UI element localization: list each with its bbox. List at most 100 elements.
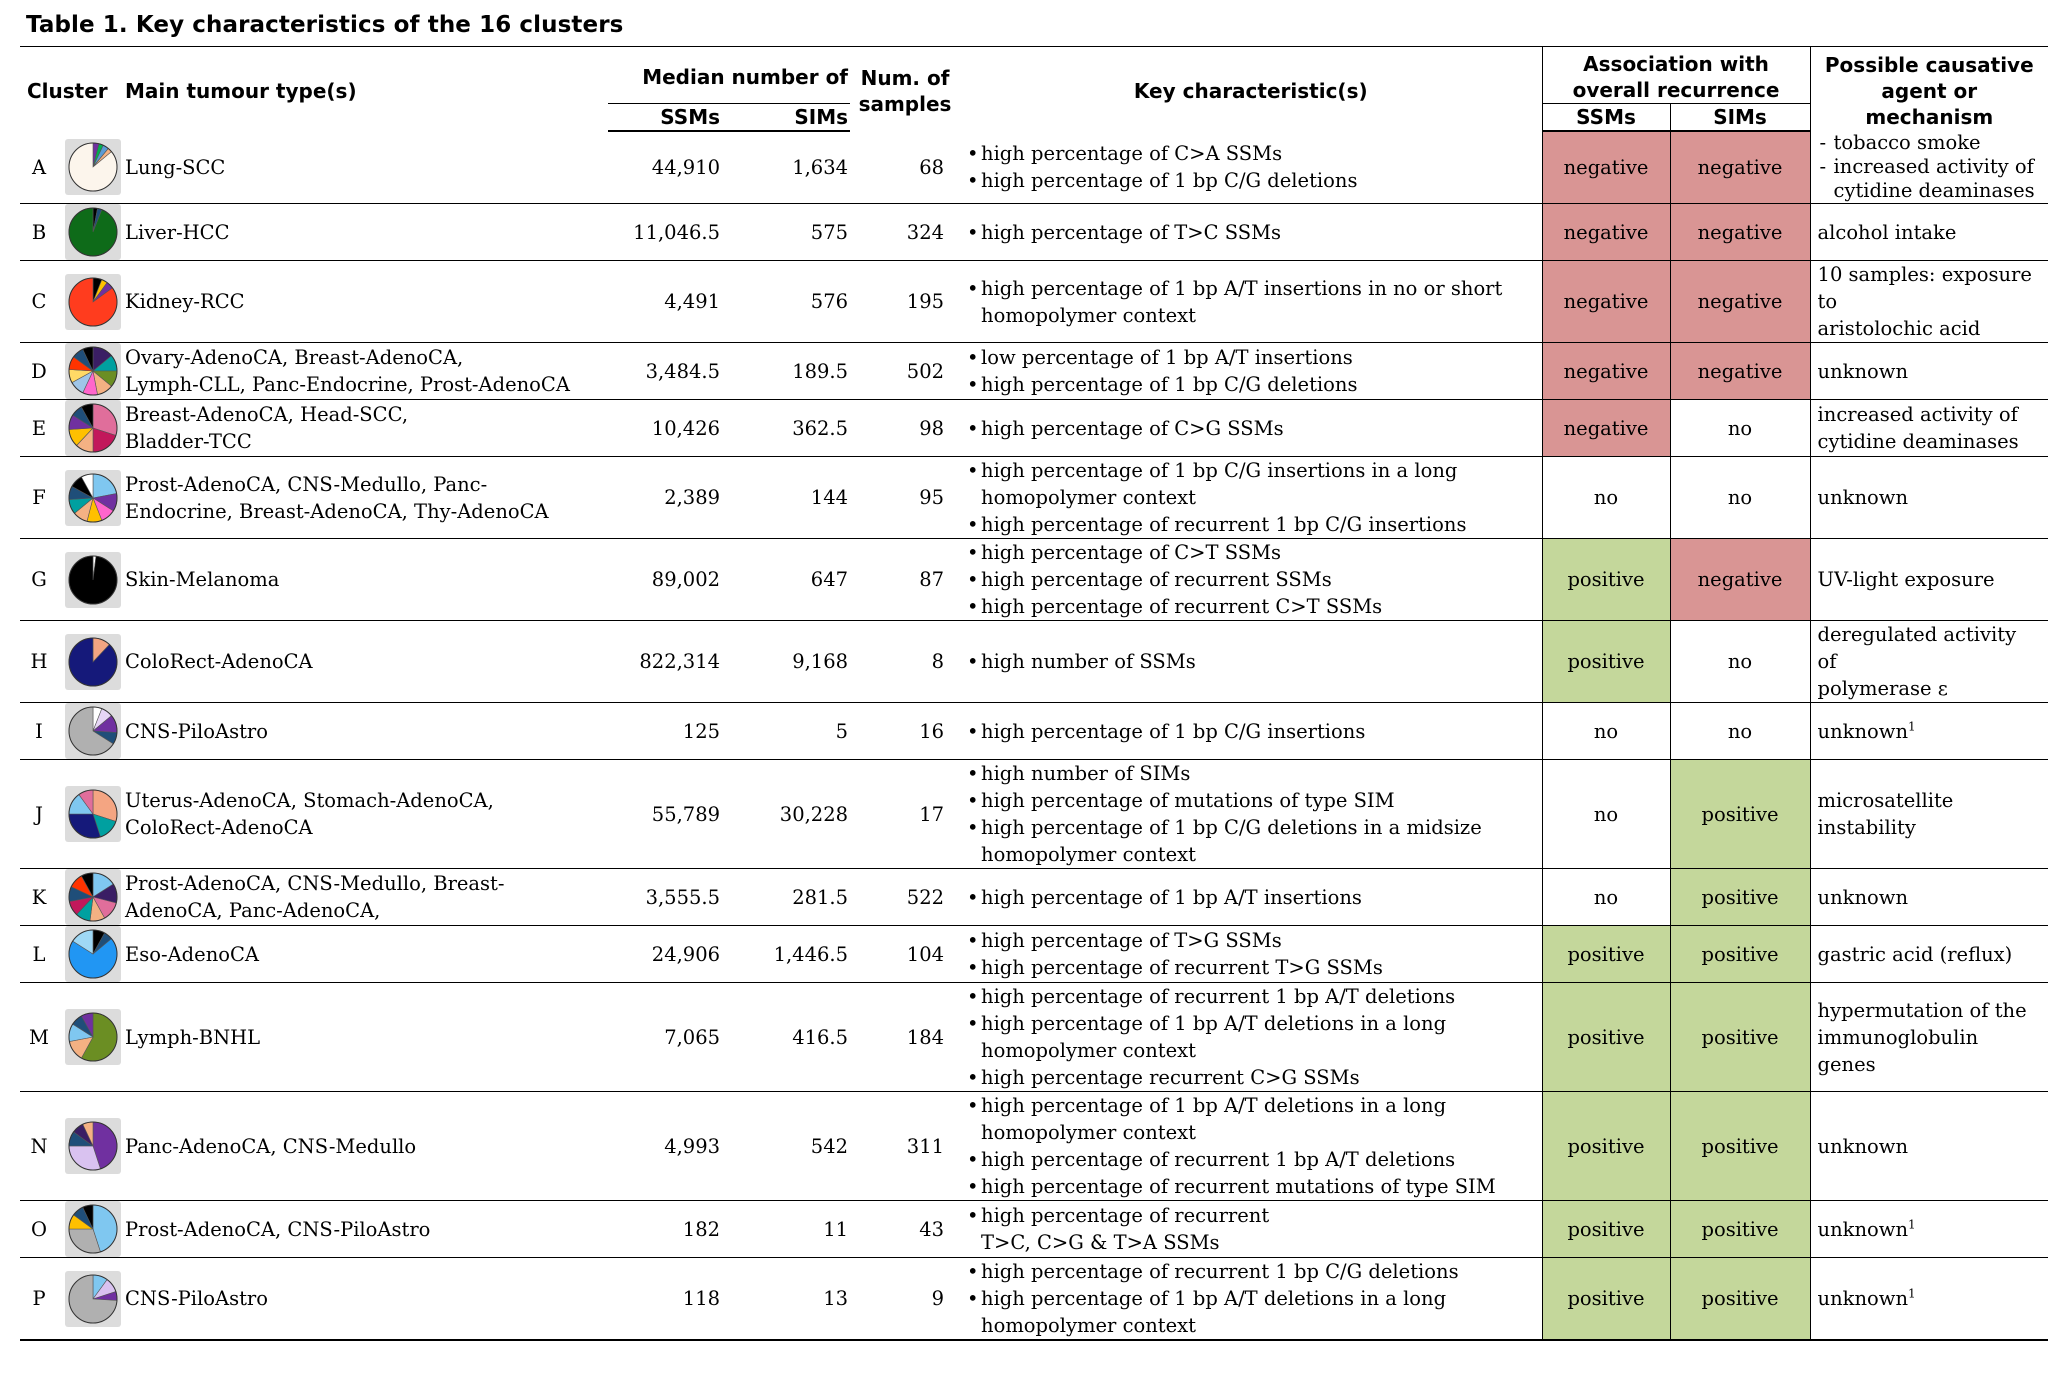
causative-agent: microsatellite instability (1809, 759, 2049, 869)
tumour-line: ColoRect-AdenoCA (125, 816, 313, 839)
cluster-pie-cell (58, 131, 121, 204)
tumour-line: Prost-AdenoCA, CNS-Medullo, Panc- (125, 472, 488, 496)
tumour-line: Skin-Melanoma (125, 568, 280, 591)
tumour-types: Panc-AdenoCA, CNS-Medullo (118, 1091, 609, 1201)
cluster-label: K (20, 868, 58, 926)
header-assoc-sims: SIMs (1669, 103, 1811, 132)
median-ssms: 44,910 (608, 131, 731, 204)
cluster-label: G (20, 538, 58, 621)
causative-agent: unknown1 (1809, 702, 2049, 760)
table-caption: Table 1. Key characteristics of the 16 c… (26, 12, 624, 38)
characteristic-item: high percentage of 1 bp C/G deletions in… (967, 814, 1535, 868)
pie-thumbnail (65, 551, 121, 608)
pie-outline (68, 929, 118, 979)
num-samples: 9 (850, 1257, 961, 1341)
pie-chart (68, 555, 118, 604)
association-cell: positive (1669, 868, 1811, 926)
pie-thumbnail (65, 204, 121, 260)
num-samples: 95 (850, 456, 961, 539)
pie-thumbnail (65, 1118, 121, 1174)
num-samples: 324 (850, 203, 961, 261)
agent-line: unknown1 (1817, 1286, 1916, 1310)
cluster-label: N (20, 1091, 58, 1201)
table-row: J Uterus-AdenoCA, Stomach-AdenoCA, ColoRec… (20, 759, 2049, 869)
cluster-label: A (20, 131, 58, 204)
cluster-pie-cell (58, 1257, 121, 1341)
cluster-pie-cell (58, 1200, 121, 1258)
num-samples: 104 (850, 925, 961, 983)
pie-chart (68, 789, 118, 839)
association-cell: negative (1541, 260, 1671, 343)
tumour-types: Breast-AdenoCA, Head-SCC, Bladder-TCC (118, 399, 609, 457)
header-median: Median number of (608, 46, 851, 104)
association-cell: positive (1541, 538, 1671, 621)
cluster-pie-cell (58, 538, 121, 621)
pie-chart (68, 403, 118, 453)
median-ssms: 89,002 (608, 538, 731, 621)
table-row: E Breast-AdenoCA, Head-SCC, Bladder-TCC 10,… (20, 399, 2049, 457)
causative-agent: UV-light exposure (1809, 538, 2049, 621)
median-ssms: 3,555.5 (608, 868, 731, 926)
table-row: P CNS-PiloAstro 118139high percentage of r… (20, 1257, 2049, 1341)
pie-thumbnail (65, 139, 121, 195)
agent-line: gastric acid (reflux) (1817, 942, 2013, 966)
tumour-types: Ovary-AdenoCA, Breast-AdenoCA, Lymph-CLL,… (118, 342, 609, 400)
cluster-pie-cell (58, 1091, 121, 1201)
cluster-label: F (20, 456, 58, 539)
key-characteristics: high percentage of 1 bp A/T insertions i… (960, 260, 1543, 343)
cluster-pie-cell (58, 702, 121, 760)
characteristic-item: high percentage of recurrent T>C, C>G & T… (967, 1202, 1535, 1256)
tumour-line: Endocrine, Breast-AdenoCA, Thy-AdenoCA (125, 499, 549, 523)
cluster-label: L (20, 925, 58, 983)
causative-agent: unknown1 (1809, 1200, 2049, 1258)
association-cell: no (1669, 399, 1811, 457)
association-cell: negative (1669, 260, 1811, 343)
agent-line: cytidine deaminases (1817, 430, 2019, 453)
cluster-pie-cell (58, 399, 121, 457)
association-cell: positive (1541, 1200, 1671, 1258)
pie-chart (68, 929, 118, 979)
cluster-pie-cell (58, 982, 121, 1092)
median-sims: 11 (730, 1200, 851, 1258)
footnote-marker: 1 (1908, 719, 1916, 733)
table-row: K Prost-AdenoCA, CNS-Medullo, Breast- Aden… (20, 868, 2049, 926)
characteristic-item: high percentage of 1 bp C/G insertions (967, 718, 1535, 745)
causative-agent: gastric acid (reflux) (1809, 925, 2049, 983)
characteristic-item: high percentage recurrent C>G SSMs (967, 1064, 1535, 1091)
characteristic-item: high percentage of 1 bp A/T insertions (967, 884, 1535, 911)
causative-agent: unknown (1809, 456, 2049, 539)
key-characteristics: high number of SIMshigh percentage of mu… (960, 759, 1543, 869)
header-association: Association with overall recurrence (1541, 46, 1811, 104)
pie-outline (68, 403, 118, 453)
num-samples: 17 (850, 759, 961, 869)
num-samples: 87 (850, 538, 961, 621)
pie-thumbnail (65, 1201, 121, 1257)
cluster-pie-cell (58, 260, 121, 343)
pie-outline (68, 277, 118, 326)
median-ssms: 4,491 (608, 260, 731, 343)
characteristic-item: high number of SSMs (967, 648, 1535, 675)
tumour-line: Liver-HCC (125, 220, 230, 244)
median-sims: 647 (730, 538, 851, 621)
characteristic-text: high percentage of recurrent (981, 1204, 1270, 1227)
association-cell: no (1669, 620, 1811, 703)
median-sims: 189.5 (730, 342, 851, 400)
key-characteristics: high percentage of 1 bp A/T deletions in… (960, 1091, 1543, 1201)
agent-line: unknown (1817, 1134, 1909, 1158)
header-samples: Num. of samples (858, 66, 952, 116)
key-characteristics: high percentage of C>T SSMshigh percenta… (960, 538, 1543, 621)
pie-outline (68, 555, 118, 604)
agent-line: immunoglobulin genes (1817, 1025, 1979, 1076)
tumour-types: Liver-HCC (118, 203, 609, 261)
association-cell: negative (1669, 538, 1811, 621)
pie-outline (68, 637, 118, 686)
pie-thumbnail (65, 926, 121, 982)
pie-outline (68, 142, 118, 192)
pie-thumbnail (65, 869, 121, 925)
table-row: B Liver-HCC 11,046.5575324high percentage … (20, 203, 2049, 261)
pie-outline (68, 1274, 118, 1323)
key-characteristics: high number of SSMs (960, 620, 1543, 703)
tumour-types: Lung-SCC (118, 131, 609, 204)
